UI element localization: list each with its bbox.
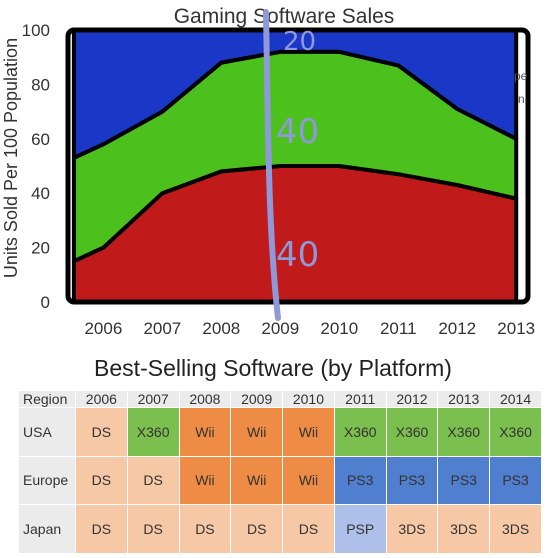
- platform-cell: PSP: [333, 504, 387, 554]
- platform-cell: DS: [178, 504, 232, 554]
- table-corner-label: Region: [18, 390, 76, 408]
- y-tick-label: 20: [31, 239, 50, 258]
- year-header: 2006: [75, 390, 128, 408]
- platform-cell: X360: [333, 407, 387, 457]
- legend-fragment-1: pe: [514, 69, 528, 83]
- platform-cell: DS: [126, 504, 180, 554]
- platform-cell: Wii: [282, 455, 335, 506]
- year-header: 2012: [385, 390, 439, 408]
- platform-cell: X360: [489, 407, 542, 457]
- platform-cell: PS3: [385, 455, 439, 506]
- region-label: Japan: [18, 504, 76, 554]
- platform-cell: DS: [75, 504, 128, 554]
- platform-cell: PS3: [333, 455, 387, 506]
- best-selling-table: Region 2006 2007 2008 2009 2010 2011 2012 2013 2…: [18, 390, 542, 554]
- platform-cell: Wii: [282, 407, 335, 457]
- platform-cell: DS: [282, 504, 335, 554]
- platform-cell: 3DS: [385, 504, 439, 554]
- chart-title: Gaming Software Sales: [174, 5, 395, 28]
- legend-fragment-2: n: [518, 92, 525, 106]
- platform-cell: Wii: [230, 407, 284, 457]
- table-title: Best-Selling Software (by Platform): [94, 355, 452, 381]
- year-header: 2011: [333, 390, 387, 408]
- y-tick-label: 40: [31, 184, 50, 203]
- plot-outline: [65, 27, 531, 305]
- platform-cell: DS: [75, 455, 128, 506]
- table-row: Japan DS DS DS DS DS PSP 3DS 3DS 3DS: [18, 504, 542, 554]
- platform-cell: PS3: [437, 455, 491, 506]
- table-body: USA DS X360 Wii Wii Wii X360 X360 X360 X360 Europe…: [18, 407, 542, 554]
- handwritten-label-top: 20: [283, 27, 316, 57]
- x-tick-label: 2010: [320, 319, 358, 338]
- handwritten-label-bottom: 40: [276, 235, 319, 275]
- tick-layer: 2006 2007 2008 2009 2010 2011 2012 2013 0 20 40 60 8…: [22, 21, 535, 338]
- handwritten-label-middle: 40: [276, 112, 319, 152]
- y-tick-label: 0: [41, 293, 50, 312]
- platform-cell: X360: [437, 407, 491, 457]
- annotation-layer: pe n 20 40 40: [263, 9, 528, 321]
- stacked-area-chart: Gaming Software Sales Units Sold Per 100…: [1, 5, 535, 338]
- year-header: 2010: [282, 390, 335, 408]
- platform-cell: Wii: [230, 455, 284, 506]
- region-label: USA: [18, 407, 76, 457]
- y-tick-label: 80: [31, 75, 50, 94]
- pen-stroke-vertical: [263, 9, 281, 321]
- platform-cell: DS: [126, 455, 180, 506]
- x-tick-label: 2013: [497, 319, 535, 338]
- platform-cell: Wii: [178, 407, 232, 457]
- region-label: Europe: [18, 455, 76, 506]
- platform-cell: DS: [230, 504, 284, 554]
- year-header: 2007: [126, 390, 180, 408]
- table-row: USA DS X360 Wii Wii Wii X360 X360 X360 X360: [18, 407, 542, 457]
- x-tick-label: 2012: [438, 319, 476, 338]
- x-tick-label: 2009: [261, 319, 299, 338]
- x-tick-label: 2006: [84, 319, 122, 338]
- platform-cell: X360: [126, 407, 180, 457]
- x-tick-label: 2007: [143, 319, 181, 338]
- platform-cell: Wii: [178, 455, 232, 506]
- platform-cell: 3DS: [489, 504, 542, 554]
- platform-cell: PS3: [489, 455, 542, 506]
- y-tick-label: 100: [22, 21, 50, 40]
- platform-cell: X360: [385, 407, 439, 457]
- x-tick-label: 2008: [202, 319, 240, 338]
- year-header: 2008: [178, 390, 232, 408]
- year-header: 2009: [230, 390, 284, 408]
- platform-cell: DS: [75, 407, 128, 457]
- y-tick-label: 60: [31, 130, 50, 149]
- x-tick-label: 2011: [380, 319, 417, 338]
- platform-cell: 3DS: [437, 504, 491, 554]
- area-layer: [65, 27, 531, 305]
- y-axis-label: Units Sold Per 100 Population: [1, 38, 21, 278]
- table-row: Europe DS DS Wii Wii Wii PS3 PS3 PS3 PS3: [18, 455, 542, 506]
- table-header-row: Region 2006 2007 2008 2009 2010 2011 2012 2013 2…: [18, 390, 542, 408]
- year-header: 2014: [489, 390, 542, 408]
- year-header: 2013: [437, 390, 491, 408]
